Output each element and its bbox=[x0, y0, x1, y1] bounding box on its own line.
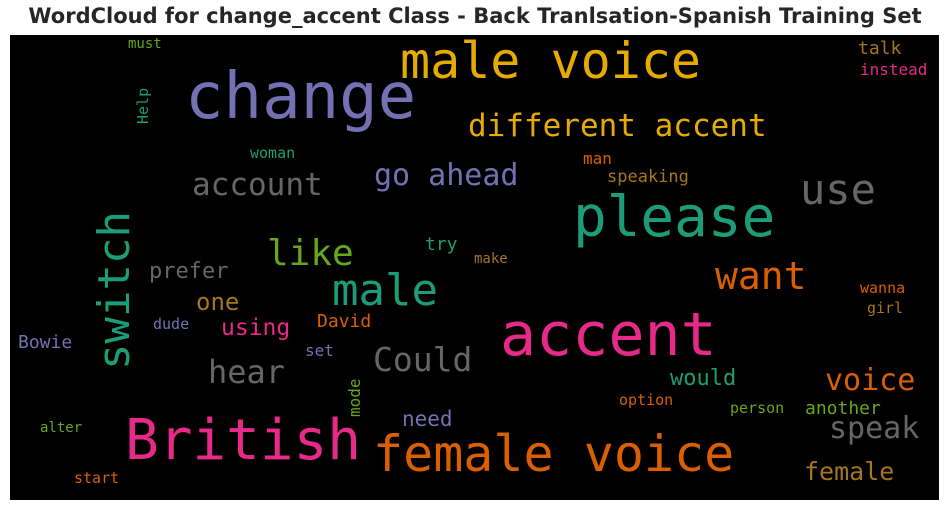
word-voice: voice bbox=[825, 363, 916, 398]
word-girl: girl bbox=[867, 299, 904, 317]
word-talk: talk bbox=[858, 38, 902, 59]
word-female: female bbox=[804, 457, 895, 486]
word-another: another bbox=[805, 398, 881, 419]
word-accent: accent bbox=[500, 300, 717, 370]
word-one: one bbox=[196, 288, 240, 316]
word-prefer: prefer bbox=[149, 259, 229, 284]
word-female-voice: female voice bbox=[373, 425, 735, 483]
word-please: please bbox=[573, 185, 776, 250]
word-male: male bbox=[332, 265, 438, 316]
word-help: Help bbox=[134, 87, 152, 124]
word-switch: switch bbox=[89, 211, 140, 370]
word-try: try bbox=[425, 234, 458, 255]
word-start: start bbox=[74, 469, 120, 487]
word-must: must bbox=[128, 36, 162, 52]
word-hear: hear bbox=[208, 353, 286, 391]
word-speak: speak bbox=[829, 411, 920, 446]
word-instead: instead bbox=[860, 60, 928, 79]
word-make: make bbox=[474, 251, 508, 267]
word-wanna: wanna bbox=[860, 279, 906, 297]
word-set: set bbox=[305, 341, 334, 360]
chart-title: WordCloud for change_accent Class - Back… bbox=[28, 4, 922, 28]
word-would: would bbox=[670, 366, 737, 391]
word-using: using bbox=[221, 315, 291, 341]
word-option: option bbox=[619, 391, 674, 409]
word-account: account bbox=[192, 167, 323, 203]
word-bowie: Bowie bbox=[18, 332, 73, 353]
wordcloud-canvas: change accent please male voice British femal… bbox=[10, 35, 939, 500]
word-change: change bbox=[185, 60, 417, 134]
word-go-ahead: go ahead bbox=[374, 158, 519, 193]
word-mode: mode bbox=[345, 378, 364, 417]
word-use: use bbox=[800, 165, 876, 214]
word-alter: alter bbox=[40, 420, 83, 436]
word-speaking: speaking bbox=[607, 167, 689, 187]
word-want: want bbox=[715, 254, 807, 298]
word-could: Could bbox=[373, 340, 473, 379]
word-need: need bbox=[402, 407, 453, 431]
word-man: man bbox=[583, 149, 612, 168]
word-woman: woman bbox=[250, 144, 296, 162]
word-dude: dude bbox=[153, 315, 190, 333]
word-different-accent: different accent bbox=[468, 108, 767, 144]
word-person: person bbox=[730, 399, 785, 417]
word-david: David bbox=[317, 311, 372, 332]
word-like: like bbox=[267, 233, 354, 274]
word-male-voice: male voice bbox=[400, 35, 702, 90]
word-british: British bbox=[125, 408, 362, 473]
